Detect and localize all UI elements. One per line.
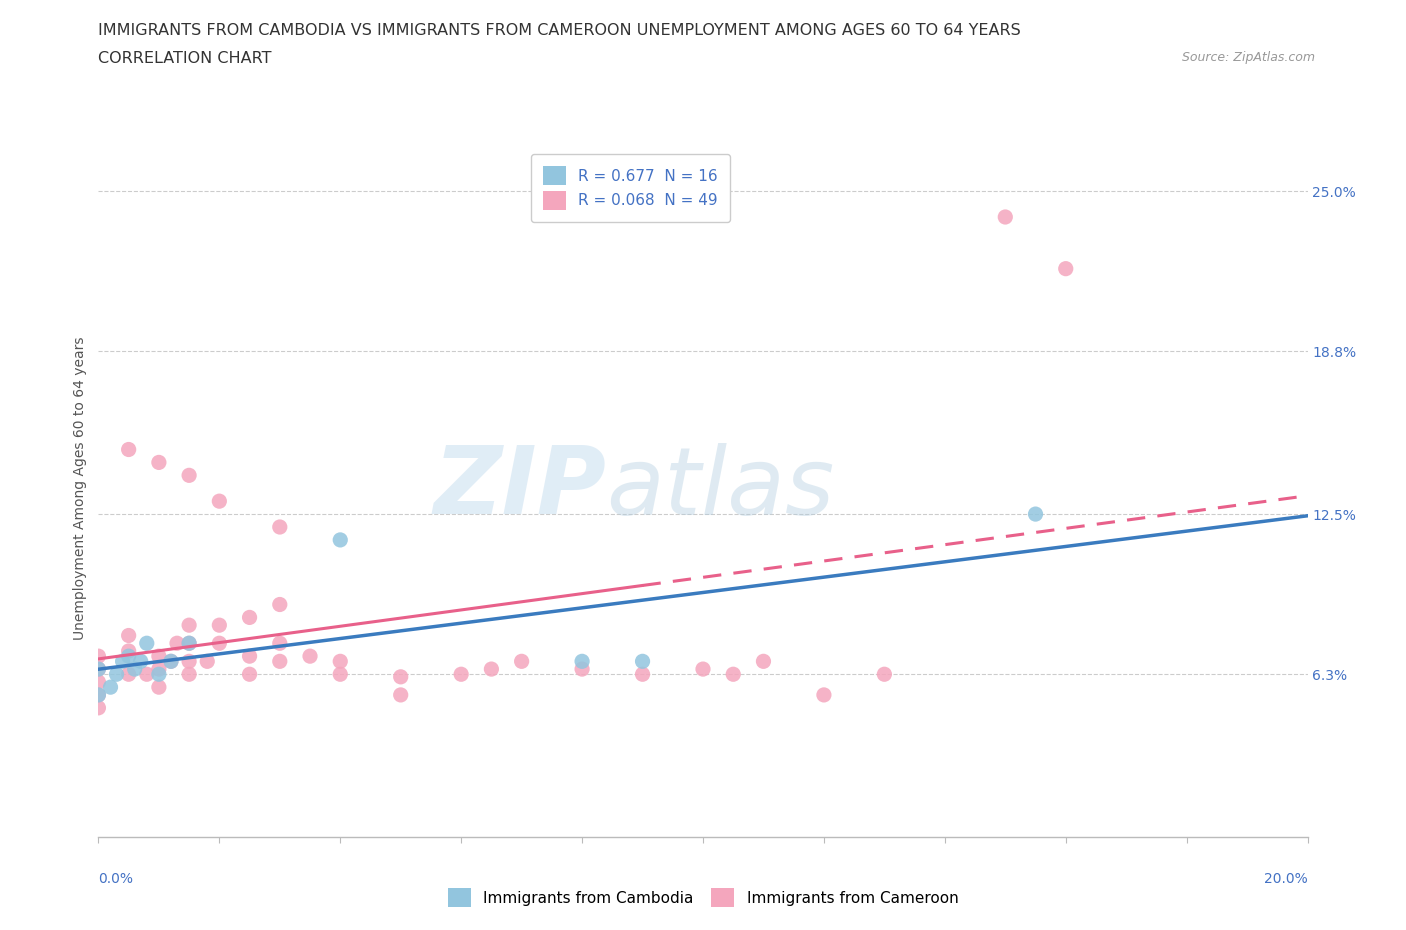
Point [329,533,352,548]
Point [160,654,183,669]
Point [87,649,110,664]
Point [179,636,201,651]
Point [299,649,322,664]
Text: Source: ZipAtlas.com: Source: ZipAtlas.com [1181,51,1315,64]
Point [269,654,291,669]
Point [208,636,231,651]
Point [100,680,122,695]
Point [111,654,134,669]
Point [239,610,262,625]
Point [87,687,110,702]
Point [148,649,170,664]
Point [166,636,188,651]
Point [179,654,201,669]
Point [1024,507,1046,522]
Point [118,667,141,682]
Point [148,661,170,676]
Point [129,654,152,669]
Point [148,455,170,470]
Point [87,700,110,715]
Legend: Immigrants from Cambodia, Immigrants from Cameroon: Immigrants from Cambodia, Immigrants fro… [441,883,965,913]
Point [118,628,141,643]
Point [118,649,141,664]
Point [239,667,262,682]
Point [631,667,654,682]
Text: ZIP: ZIP [433,443,606,534]
Point [389,687,412,702]
Point [389,670,412,684]
Point [160,654,183,669]
Point [239,649,262,664]
Point [87,661,110,676]
Point [813,687,835,702]
Text: 0.0%: 0.0% [98,871,134,886]
Point [179,468,201,483]
Point [510,654,533,669]
Point [179,618,201,632]
Point [148,667,170,682]
Point [873,667,896,682]
Point [571,654,593,669]
Point [208,618,231,632]
Point [118,644,141,658]
Point [179,667,201,682]
Point [208,494,231,509]
Text: atlas: atlas [606,443,835,534]
Point [631,654,654,669]
Point [118,442,141,457]
Point [87,661,110,676]
Point [87,674,110,689]
Point [269,520,291,535]
Point [135,636,157,651]
Point [269,636,291,651]
Point [195,654,218,669]
Text: CORRELATION CHART: CORRELATION CHART [98,51,271,66]
Point [692,661,714,676]
Text: IMMIGRANTS FROM CAMBODIA VS IMMIGRANTS FROM CAMEROON UNEMPLOYMENT AMONG AGES 60 : IMMIGRANTS FROM CAMBODIA VS IMMIGRANTS F… [98,23,1021,38]
Point [481,661,503,676]
Text: 20.0%: 20.0% [1264,871,1308,886]
Point [179,636,201,651]
Point [148,680,170,695]
Point [329,667,352,682]
Legend: R = 0.677  N = 16, R = 0.068  N = 49: R = 0.677 N = 16, R = 0.068 N = 49 [531,154,730,222]
Point [105,667,128,682]
Point [124,661,146,676]
Point [1054,261,1077,276]
Point [752,654,775,669]
Point [269,597,291,612]
Point [329,654,352,669]
Point [450,667,472,682]
Point [135,667,157,682]
Y-axis label: Unemployment Among Ages 60 to 64 years: Unemployment Among Ages 60 to 64 years [73,337,87,640]
Point [723,667,745,682]
Point [571,661,593,676]
Point [87,687,110,702]
Point [994,209,1017,224]
